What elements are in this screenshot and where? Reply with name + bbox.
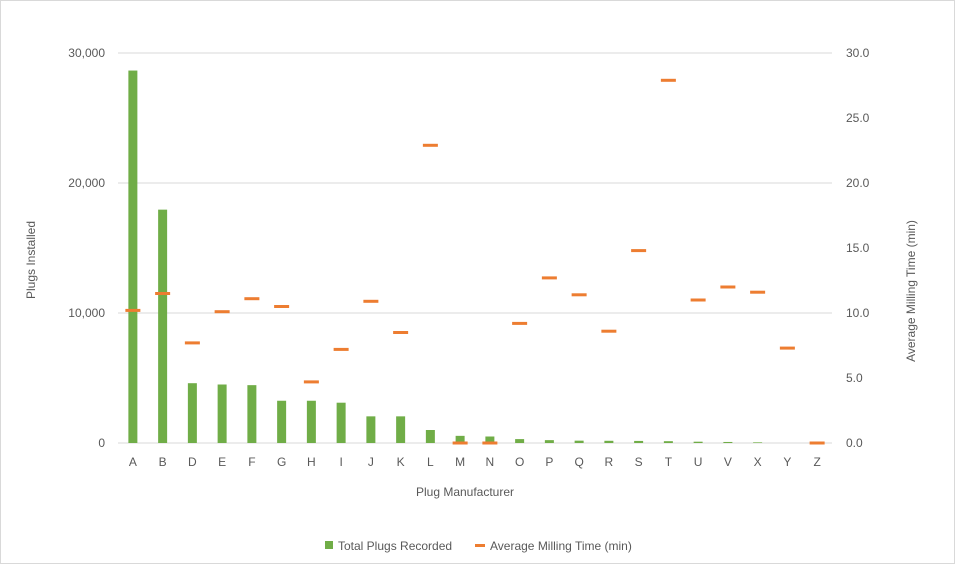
y2-tick-label: 10.0 [846,306,870,320]
bar [306,400,316,443]
x-tick-label: T [665,455,673,469]
x-tick-label: Q [574,455,583,469]
x-tick-label: K [397,455,405,469]
milling-time-marker [660,78,676,82]
milling-time-marker [809,441,825,445]
x-tick-label: L [427,455,434,469]
gridlines [118,52,832,444]
milling-time-marker [393,331,409,334]
milling-time-marker [482,441,498,445]
bar [574,440,584,443]
x-tick-label: N [486,455,495,469]
bar [217,384,227,443]
bar [693,441,703,443]
bar-series [128,70,763,444]
milling-time-marker [214,310,230,314]
y-axis-title: Plugs Installed [24,221,38,299]
y2-tick-label: 5.0 [846,371,863,385]
milling-time-marker [333,347,349,351]
x-tick-label: U [694,455,703,469]
y2-tick-label: 0.0 [846,436,863,450]
bar [485,436,495,443]
bar [634,440,644,443]
milling-time-marker [571,293,587,297]
y2-axis-title: Average Milling Time (min) [904,220,918,362]
x-tick-label: F [248,455,255,469]
milling-time-series [125,78,825,445]
legend: Total Plugs Recorded Average Milling Tim… [325,539,632,553]
bar [187,383,197,443]
x-tick-label: Y [783,455,791,469]
milling-time-marker [422,143,438,147]
milling-time-marker [720,285,736,289]
bar [336,402,346,443]
bar [158,209,168,443]
y-tick-label: 20,000 [68,176,105,190]
bar [753,442,763,443]
y2-tick-label: 30.0 [846,46,870,60]
left-axis-ticks: 0 10,000 20,000 30,000 [68,46,105,450]
y-tick-label: 0 [98,436,105,450]
milling-time-marker [155,292,171,295]
bar [455,435,465,443]
milling-time-marker [125,308,141,312]
milling-time-marker [452,441,468,445]
x-tick-label: Z [813,455,820,469]
x-tick-label: J [368,455,374,469]
x-tick-label: V [724,455,732,469]
bar [396,416,406,443]
milling-time-marker [631,249,647,253]
y-tick-label: 30,000 [68,46,105,60]
bar [425,430,435,443]
milling-time-marker [750,290,766,294]
x-axis-title: Plug Manufacturer [416,485,514,499]
bar [604,440,614,443]
milling-time-marker [244,297,260,301]
x-tick-label: G [277,455,286,469]
right-axis-ticks: 0.0 5.0 10.0 15.0 20.0 25.0 30.0 [846,46,870,450]
milling-time-marker [779,346,795,350]
x-tick-label: R [605,455,614,469]
legend-swatch-bars [325,541,333,549]
bar [366,416,376,443]
x-tick-label: I [339,455,342,469]
legend-label-bars: Total Plugs Recorded [338,539,452,553]
x-tick-label: D [188,455,197,469]
bar [247,385,257,443]
x-tick-label: X [754,455,762,469]
x-tick-label: S [635,455,643,469]
y2-tick-label: 15.0 [846,241,870,255]
legend-label-dashes: Average Milling Time (min) [490,539,632,553]
milling-time-marker [363,299,379,303]
x-tick-label: M [455,455,465,469]
x-tick-label: B [159,455,167,469]
bar [515,439,525,443]
bar [277,400,287,443]
bar [663,441,673,443]
milling-time-marker [601,329,617,333]
bar [723,441,733,443]
x-tick-label: H [307,455,316,469]
x-tick-label: E [218,455,226,469]
y2-tick-label: 20.0 [846,176,870,190]
bar [128,70,138,444]
bar [544,440,554,443]
milling-time-marker [690,298,706,302]
x-tick-label: P [545,455,553,469]
milling-time-marker [274,305,290,308]
milling-time-marker [512,321,528,325]
y2-tick-label: 25.0 [846,111,870,125]
milling-time-marker [303,380,319,384]
milling-time-marker [184,341,200,345]
x-tick-label: O [515,455,524,469]
x-tick-label: A [129,455,137,469]
y-tick-label: 10,000 [68,306,105,320]
milling-time-marker [541,276,557,280]
legend-swatch-dashes [475,544,485,547]
